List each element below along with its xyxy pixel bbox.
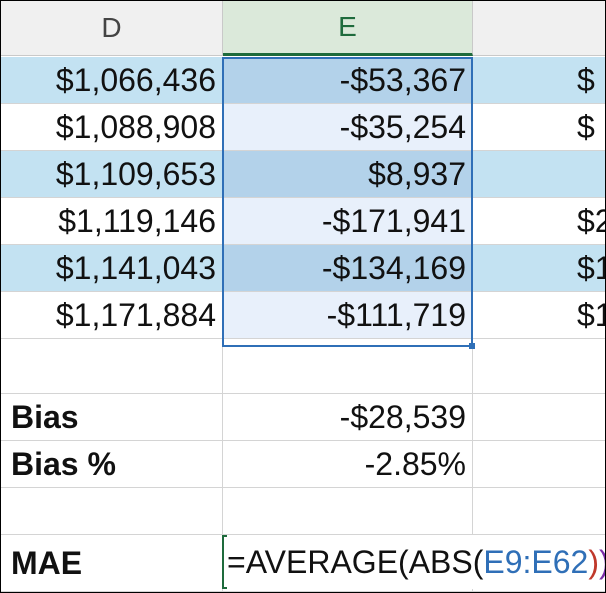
formula-range-reference[interactable]: E9:E62: [483, 543, 589, 580]
cell-e-row2[interactable]: -$35,254: [223, 104, 473, 151]
cell-d-row5[interactable]: $1,141,043: [1, 245, 223, 292]
cell-e-row4[interactable]: -$171,941: [223, 198, 473, 245]
cell-f-bias[interactable]: [473, 394, 605, 441]
cell-d-row6[interactable]: $1,171,884: [1, 292, 223, 339]
column-header-d[interactable]: D: [1, 1, 223, 56]
cell-f-row4[interactable]: $2: [473, 198, 605, 245]
cell-d-empty1[interactable]: [1, 347, 223, 394]
cell-f-mae[interactable]: [473, 535, 605, 592]
bias-pct-label-cell[interactable]: Bias %: [1, 441, 223, 488]
cell-e-row5[interactable]: -$134,169: [223, 245, 473, 292]
cell-d-empty2[interactable]: [1, 488, 223, 535]
column-header-e[interactable]: E: [223, 1, 473, 56]
cell-e-empty1[interactable]: [223, 347, 473, 394]
formula-inner-paren: ): [588, 543, 599, 580]
bias-value-cell[interactable]: -$28,539: [223, 394, 473, 441]
cell-f-empty1[interactable]: [473, 347, 605, 394]
cell-d-row2[interactable]: $1,088,908: [1, 104, 223, 151]
cell-f-row2[interactable]: $: [473, 104, 605, 151]
cell-f-row5[interactable]: $1: [473, 245, 605, 292]
cell-f-row1[interactable]: $: [473, 57, 605, 104]
cell-f-row6[interactable]: $1: [473, 292, 605, 339]
cell-e-empty2[interactable]: [223, 488, 473, 535]
cell-f-bias-pct[interactable]: [473, 441, 605, 488]
cell-e-row3[interactable]: $8,937: [223, 151, 473, 198]
bias-pct-value-cell[interactable]: -2.85%: [223, 441, 473, 488]
formula-outer-paren: ): [599, 544, 605, 581]
cell-e-row6[interactable]: -$111,719: [223, 292, 473, 339]
bias-label-cell[interactable]: Bias: [1, 394, 223, 441]
cell-f-empty2[interactable]: [473, 488, 605, 535]
formula-editor[interactable]: =AVERAGE(ABS(E9:E62)): [227, 535, 605, 589]
cell-f-row3[interactable]: [473, 151, 605, 198]
column-header-f[interactable]: [473, 1, 605, 56]
cell-d-row1[interactable]: $1,066,436: [1, 57, 223, 104]
cell-e-row1[interactable]: -$53,367: [223, 57, 473, 104]
cell-d-row4[interactable]: $1,119,146: [1, 198, 223, 245]
mae-label-cell[interactable]: MAE: [1, 535, 223, 592]
formula-prefix: =AVERAGE(ABS(: [227, 543, 484, 580]
cell-d-row3[interactable]: $1,109,653: [1, 151, 223, 198]
